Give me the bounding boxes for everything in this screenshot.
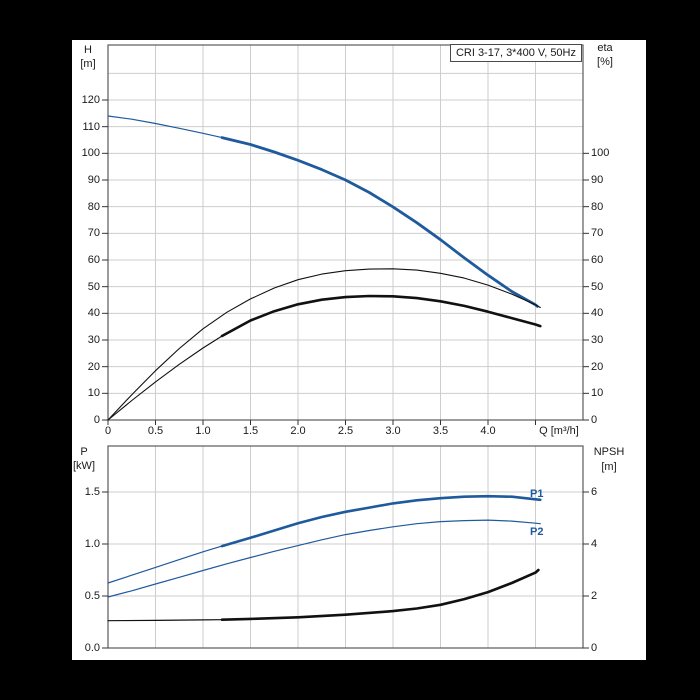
eta-pump-motor-curve-thin: [107, 335, 223, 421]
P1-curve-thin: [107, 545, 223, 584]
NPSH-curve-thin: [107, 619, 223, 622]
chart-panel: [72, 40, 646, 660]
pump-title-box: CRI 3-17, 3*400 V, 50Hz: [449, 44, 582, 62]
eta-pump-motor-curve: [220, 294, 542, 338]
QH-curve: [220, 136, 539, 308]
plot-border: [107, 445, 584, 649]
QH-curve-thin: [107, 115, 223, 139]
P1-curve: [220, 494, 542, 548]
NPSH-curve: [220, 568, 540, 622]
P2-curve: [107, 519, 541, 598]
eta-pump-curve: [107, 268, 541, 421]
